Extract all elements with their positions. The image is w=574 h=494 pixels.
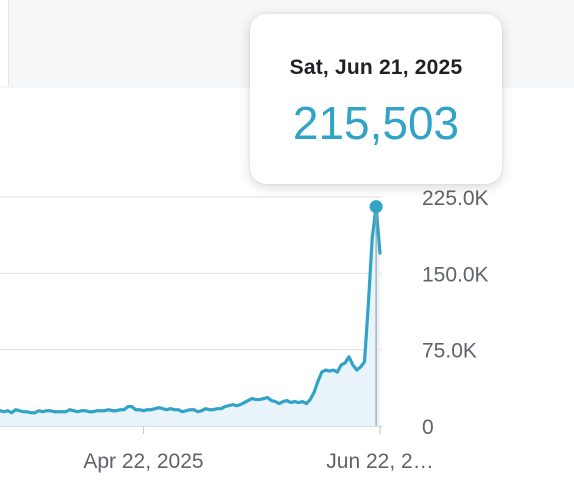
x-tick-label-1: Jun 22, 2… — [326, 450, 433, 473]
series-area-fill — [0, 206, 380, 426]
tooltip-value: 215,503 — [292, 97, 460, 149]
y-tick-label-0: 0 — [422, 416, 434, 439]
x-axis-ticks: Apr 22, 2025 Jun 22, 2… — [83, 426, 434, 473]
y-tick-label-1: 75.0K — [422, 340, 477, 363]
tooltip-date: Sat, Jun 21, 2025 — [289, 56, 463, 79]
y-tick-label-3: 225.0K — [422, 187, 489, 210]
series-line[interactable] — [0, 205, 382, 415]
series-area — [0, 206, 380, 426]
hover-tooltip: Sat, Jun 21, 2025 215,503 — [250, 14, 502, 184]
hover-marker — [369, 200, 383, 426]
series-line-path[interactable] — [0, 205, 382, 415]
left-panel-edge — [0, 0, 9, 86]
y-tick-label-2: 150.0K — [422, 263, 489, 286]
x-tick-label-0: Apr 22, 2025 — [83, 450, 203, 473]
hover-point — [369, 200, 383, 214]
y-axis-ticks: 0 75.0K 150.0K 225.0K — [422, 187, 489, 439]
